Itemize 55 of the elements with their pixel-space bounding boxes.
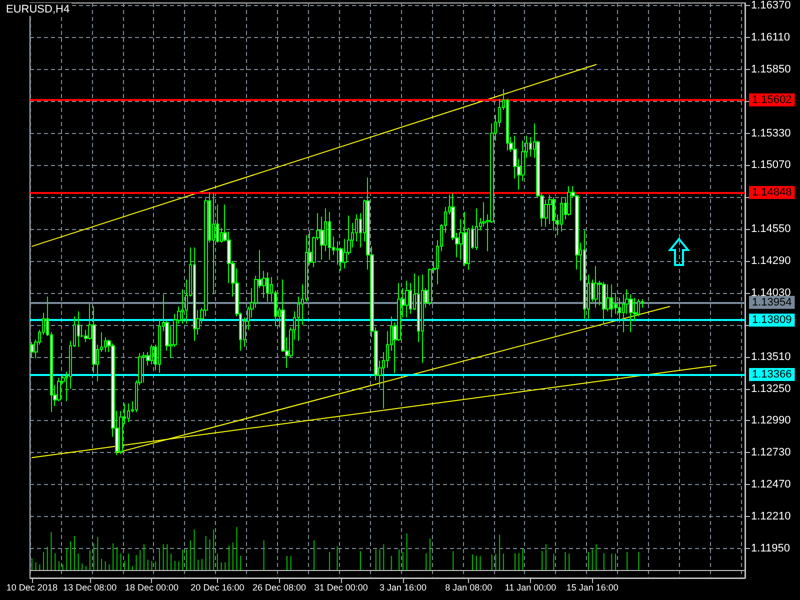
candlestick: [212, 192, 215, 295]
y-tick-label: 1.15850: [751, 63, 791, 76]
candlestick: [463, 211, 467, 266]
candlestick: [266, 272, 269, 302]
candlestick: [77, 310, 80, 348]
ref-line-label: 1.15602: [752, 94, 792, 106]
y-tick-label: 1.12730: [751, 446, 791, 459]
y-tick-label: 1.11950: [751, 542, 790, 555]
candlestick: [475, 208, 478, 250]
y-tick-label: 1.16110: [751, 31, 790, 44]
y-tick-label: 1.16370: [751, 0, 791, 12]
candlestick: [328, 211, 331, 260]
candlestick: [602, 281, 606, 324]
chart-title: EURUSD,H4: [6, 4, 70, 16]
candlestick: [594, 265, 598, 308]
candlestick: [560, 196, 563, 232]
x-tick-label: 26 Dec 08:00: [252, 582, 306, 592]
y-tick-label: 1.12990: [751, 414, 791, 427]
x-tick-label: 3 Jan 16:00: [379, 582, 426, 592]
y-tick-label: 1.12470: [751, 478, 791, 491]
x-tick-label: 15 Jan 16:00: [566, 582, 618, 592]
y-tick-label: 1.15330: [751, 127, 791, 140]
x-tick-label: 10 Dec 2018: [6, 582, 58, 592]
candlestick: [610, 284, 613, 318]
y-tick-label: 1.14030: [751, 286, 791, 299]
candlestick: [57, 377, 61, 402]
x-tick-label: 31 Dec 00:00: [314, 582, 368, 592]
candlestick: [193, 247, 196, 342]
y-tick-label: 1.15070: [751, 159, 791, 172]
x-tick-label: 11 Jan 00:00: [504, 582, 556, 592]
candlestick: [567, 186, 571, 216]
candlestick: [583, 230, 586, 320]
candlestick: [104, 336, 107, 352]
y-tick-label: 1.14290: [751, 255, 791, 268]
candlestick: [142, 351, 146, 384]
y-tick-label: 1.14550: [751, 223, 791, 236]
x-tick-label: 8 Jan 08:00: [445, 582, 492, 592]
candlestick: [622, 294, 625, 333]
ref-line-label: 1.13809: [752, 314, 792, 326]
x-tick-label: 13 Dec 08:00: [63, 582, 117, 592]
candlestick: [127, 403, 130, 422]
y-tick-label: 1.13510: [751, 350, 791, 363]
candlestick: [629, 294, 633, 333]
candlestick: [405, 280, 409, 318]
candlestick: [30, 342, 34, 359]
ref-line-label: 1.14848: [752, 186, 792, 198]
ref-line-label: 1.13366: [752, 368, 792, 381]
candlestick: [421, 274, 424, 364]
candlestick: [552, 196, 555, 231]
ref-line-label: 1.13954: [752, 296, 792, 308]
y-tick-label: 1.13250: [751, 382, 791, 395]
x-tick-label: 20 Dec 16:00: [190, 582, 244, 592]
x-tick-label: 18 Dec 00:00: [124, 582, 179, 592]
candlestick: [637, 298, 640, 317]
y-tick-label: 1.12210: [751, 510, 791, 523]
